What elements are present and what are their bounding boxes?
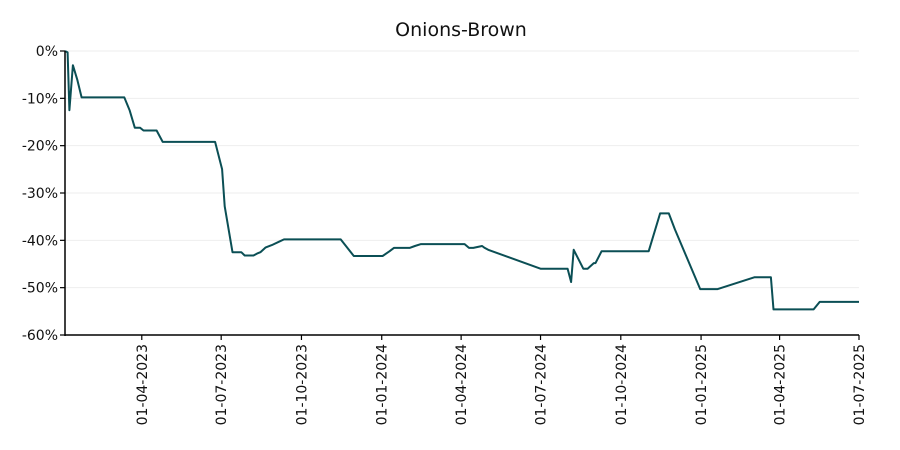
x-tick-label: 01-01-2024 — [375, 344, 391, 425]
y-tick-label: -30% — [22, 186, 58, 202]
x-tick-label: 01-04-2024 — [454, 344, 470, 425]
series-line — [64, 50, 859, 311]
x-tick-label: 01-10-2023 — [294, 344, 310, 425]
x-tick-label: 01-01-2025 — [694, 344, 710, 425]
x-ticks: 01-04-2023 01-07-2023 01-10-2023 01-01-2024… — [135, 335, 868, 425]
x-tick-label: 01-07-2025 — [852, 344, 868, 425]
y-tick-label: -10% — [22, 91, 58, 107]
x-tick-label: 01-07-2023 — [214, 344, 230, 425]
chart-title: Onions-Brown — [395, 19, 527, 41]
series-layer — [64, 50, 859, 311]
y-tick-label: -60% — [22, 328, 58, 344]
gridlines — [65, 50, 859, 289]
x-tick-label: 01-04-2023 — [135, 344, 151, 425]
y-tick-label: -50% — [22, 281, 58, 297]
y-tick-label: -20% — [22, 139, 58, 155]
y-ticks: 0% -10% -20% -30% -40% -50% -60% — [22, 44, 65, 344]
x-tick-label: 01-07-2024 — [534, 344, 550, 425]
x-tick-label: 01-10-2024 — [614, 344, 630, 425]
y-tick-label: 0% — [36, 44, 58, 60]
x-tick-label: 01-04-2025 — [773, 344, 789, 425]
y-tick-label: -40% — [22, 233, 58, 249]
